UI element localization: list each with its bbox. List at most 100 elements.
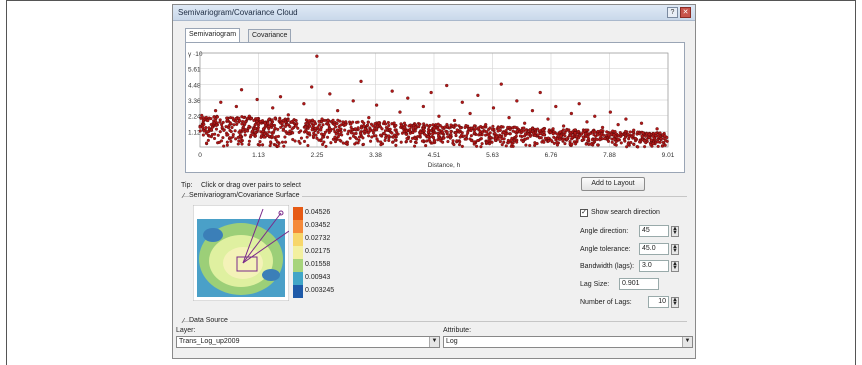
cloud-point [326,135,330,139]
x-tick-label: 7.88 [603,152,616,159]
cloud-point [629,140,633,145]
angle-tolerance-spinner[interactable]: ▲ ▼ [671,244,679,255]
data-source-expander-icon[interactable]: ⁄ [183,318,185,325]
cloud-point [261,127,265,131]
data-point [476,93,480,97]
cloud-point [426,127,431,131]
cloud-point [637,132,642,136]
x-tick-label: 6.76 [545,152,558,159]
layer-label: Layer: [176,327,196,334]
cloud-point [558,137,562,141]
data-point [343,123,348,127]
cloud-point [555,141,559,145]
cloud-point [462,134,466,138]
cloud-point [441,140,445,144]
data-point [429,90,433,95]
data-point [278,95,283,99]
cloud-point [267,130,271,134]
number-of-lags-spinner[interactable]: ▲ ▼ [671,297,679,308]
cloud-point [431,132,435,136]
data-point [491,106,496,110]
data-point [437,114,441,118]
angle-direction-spinner[interactable]: ▲ ▼ [671,226,679,237]
cloud-point [367,134,371,138]
angle-tolerance-input[interactable]: 45.0 [639,243,669,255]
data-point [213,109,218,113]
cloud-point [229,122,233,126]
cloud-point [346,132,350,136]
cloud-point [573,131,577,135]
cloud-point [379,140,383,144]
cloud-point [589,142,593,146]
semivariogram-surface-map[interactable] [193,205,289,301]
cloud-point [220,123,224,127]
show-search-direction-checkbox[interactable]: ✓ [580,209,588,217]
close-button[interactable]: ✕ [680,7,691,18]
cloud-point [204,115,208,119]
layer-select-arrow-icon[interactable]: ▼ [429,337,439,347]
cloud-point [394,143,398,147]
number-of-lags-input[interactable]: 10 [648,296,669,308]
title-bar: Semivariogram/Covariance Cloud ? ✕ [173,5,695,21]
cloud-point [638,140,642,144]
legend-value: 0.00943 [305,274,331,281]
angle-direction-input[interactable]: 45 [639,225,669,237]
data-point [320,117,324,121]
tab-covariance[interactable]: Covariance [248,29,292,42]
cloud-point [369,139,373,143]
surface-group-expander-icon[interactable]: ⁄ [183,193,185,200]
cloud-point [445,125,449,129]
cloud-point [361,136,365,140]
cloud-point [338,138,342,142]
cloud-point [569,133,573,137]
cloud-point [493,131,497,136]
cloud-point [619,134,623,138]
cloud-point [664,138,668,142]
cloud-point [614,140,618,144]
cloud-point [365,123,370,127]
cloud-point [421,126,425,131]
cloud-point [228,136,232,140]
tab-semivariogram[interactable]: Semivariogram [185,28,241,42]
cloud-point [283,124,288,128]
cloud-point [204,141,209,145]
data-point [554,104,558,109]
data-point [608,110,612,114]
cloud-point [514,134,518,138]
cloud-point [581,135,585,139]
cloud-point [267,117,271,121]
cloud-point [464,124,468,128]
cloud-point [335,128,339,132]
y-tick-label: 3.36 [188,98,201,105]
bandwidth-spinner[interactable]: ▲ ▼ [671,261,679,272]
cloud-point [575,134,579,139]
attribute-select[interactable]: Log ▼ [443,336,693,348]
cloud-point [502,140,506,144]
surface-group-label: Semivariogram/Covariance Surface [189,192,302,199]
cloud-point [391,135,395,139]
cloud-point [616,137,620,141]
attribute-select-arrow-icon[interactable]: ▼ [682,337,692,347]
bandwidth-input[interactable]: 3.0 [639,260,669,272]
layer-select[interactable]: Trans_Log_up2009 ▼ [176,336,440,348]
cloud-point [336,118,340,122]
semivariogram-cloud-chart[interactable]: 0 1.13 2.25 3.38 4.51 5.63 6.76 7.88 9.01 γ ·10 5.… [186,43,684,172]
cloud-point [384,125,388,130]
cloud-point [247,139,251,143]
cloud-point [331,118,335,122]
lag-size-input[interactable]: 0.901 [619,278,659,290]
cloud-point [310,128,314,132]
add-to-layout-button[interactable]: Add to Layout [581,177,645,191]
cloud-point [237,130,241,134]
angle-direction-label: Angle direction: [580,228,629,235]
cloud-point [306,143,310,148]
cloud-point [315,136,319,140]
cloud-point [256,126,260,130]
data-point [255,97,259,102]
y-tick-label: γ ·10 [188,51,203,58]
help-button[interactable]: ? [667,7,678,18]
cloud-point [387,134,391,138]
cloud-point [282,144,286,148]
data-point [632,128,636,132]
cloud-point [354,120,359,124]
